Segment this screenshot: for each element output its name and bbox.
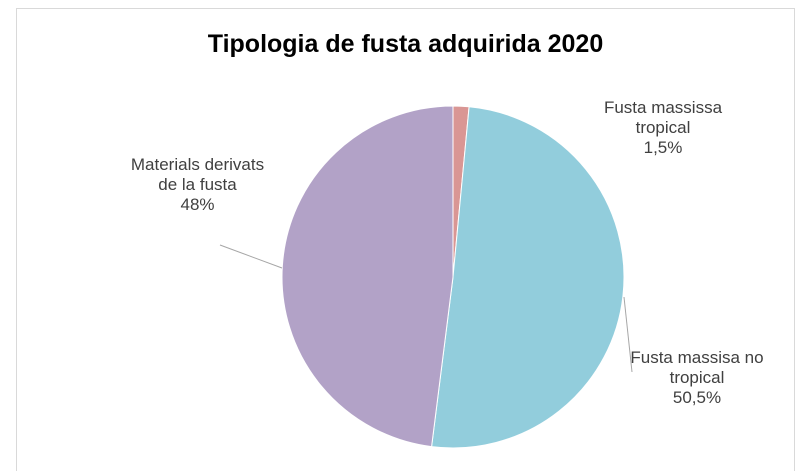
pie-slice [431, 106, 625, 449]
value-label: 50,5% [672, 388, 722, 407]
category-label: Materials derivats de la fusta [130, 155, 265, 194]
pie [281, 105, 625, 449]
pie-slice [281, 105, 454, 448]
data-label: Fusta massissa tropical 1,5% [588, 98, 738, 158]
data-label: Materials derivats de la fusta 48% [130, 155, 265, 215]
leader-line [623, 296, 633, 373]
data-label: Fusta massisa no tropical 50,5% [622, 348, 772, 408]
category-label: Fusta massissa tropical [603, 98, 723, 137]
value-label: 1,5% [643, 138, 683, 157]
category-label: Fusta massisa no tropical [630, 348, 764, 387]
leader-line [219, 244, 283, 269]
chart-title: Tipologia de fusta adquirida 2020 [207, 30, 604, 58]
value-label: 48% [180, 195, 215, 214]
chart-frame [16, 8, 795, 471]
